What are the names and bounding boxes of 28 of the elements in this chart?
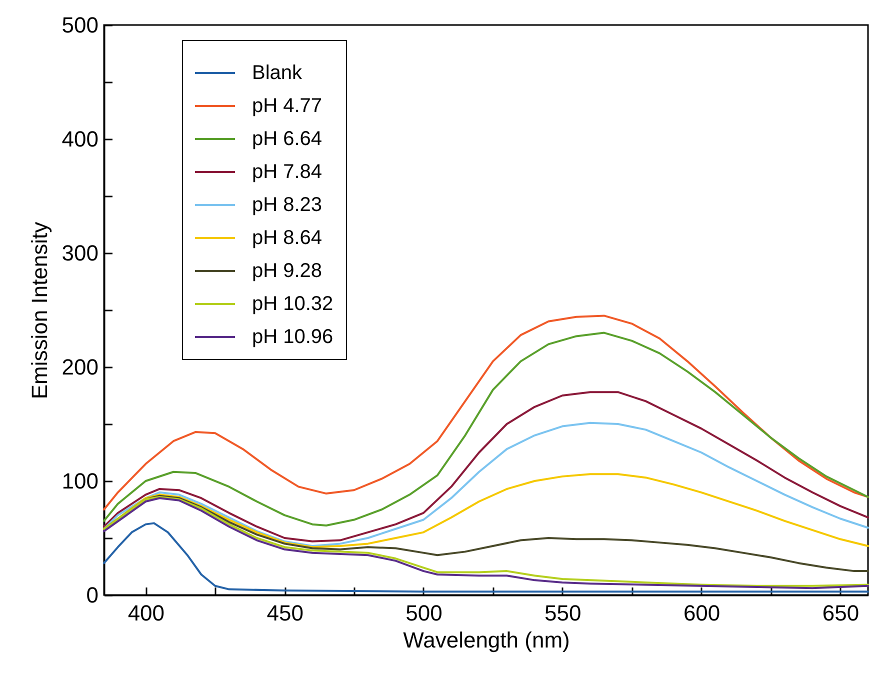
y-tick-label: 300 [62, 240, 98, 266]
line-series [103, 522, 869, 593]
y-tick-label: 0 [86, 582, 98, 608]
legend-label: pH 9.28 [252, 260, 322, 282]
y-tick-label: 200 [62, 354, 98, 380]
legend-label: pH 10.96 [252, 326, 334, 348]
x-tick-label: 550 [544, 600, 582, 626]
line-series [103, 422, 869, 547]
legend-label: Blank [252, 62, 304, 84]
line-series [103, 391, 869, 542]
y-axis-title: Emission Intensity [26, 222, 52, 400]
x-tick-label: 500 [406, 600, 442, 626]
x-tick-label: 600 [683, 600, 720, 626]
line-series [103, 473, 869, 548]
x-axis-title: Wavelength (nm) [403, 628, 570, 652]
legend-label: pH 6.64 [252, 128, 322, 150]
y-tick-label: 400 [62, 126, 98, 152]
x-tick-label: 450 [266, 600, 304, 626]
legend-label: pH 8.64 [252, 227, 322, 249]
x-tick-label: 650 [822, 600, 860, 626]
legend-label: pH 4.77 [252, 95, 322, 117]
line-series [103, 314, 869, 510]
legend-label: pH 7.84 [252, 161, 322, 183]
x-tick-label: 400 [128, 600, 165, 626]
y-tick-label: 500 [62, 12, 98, 38]
legend-label: pH 8.23 [252, 194, 322, 216]
y-tick-label: 100 [62, 468, 98, 494]
legend-label: pH 10.32 [252, 293, 334, 315]
